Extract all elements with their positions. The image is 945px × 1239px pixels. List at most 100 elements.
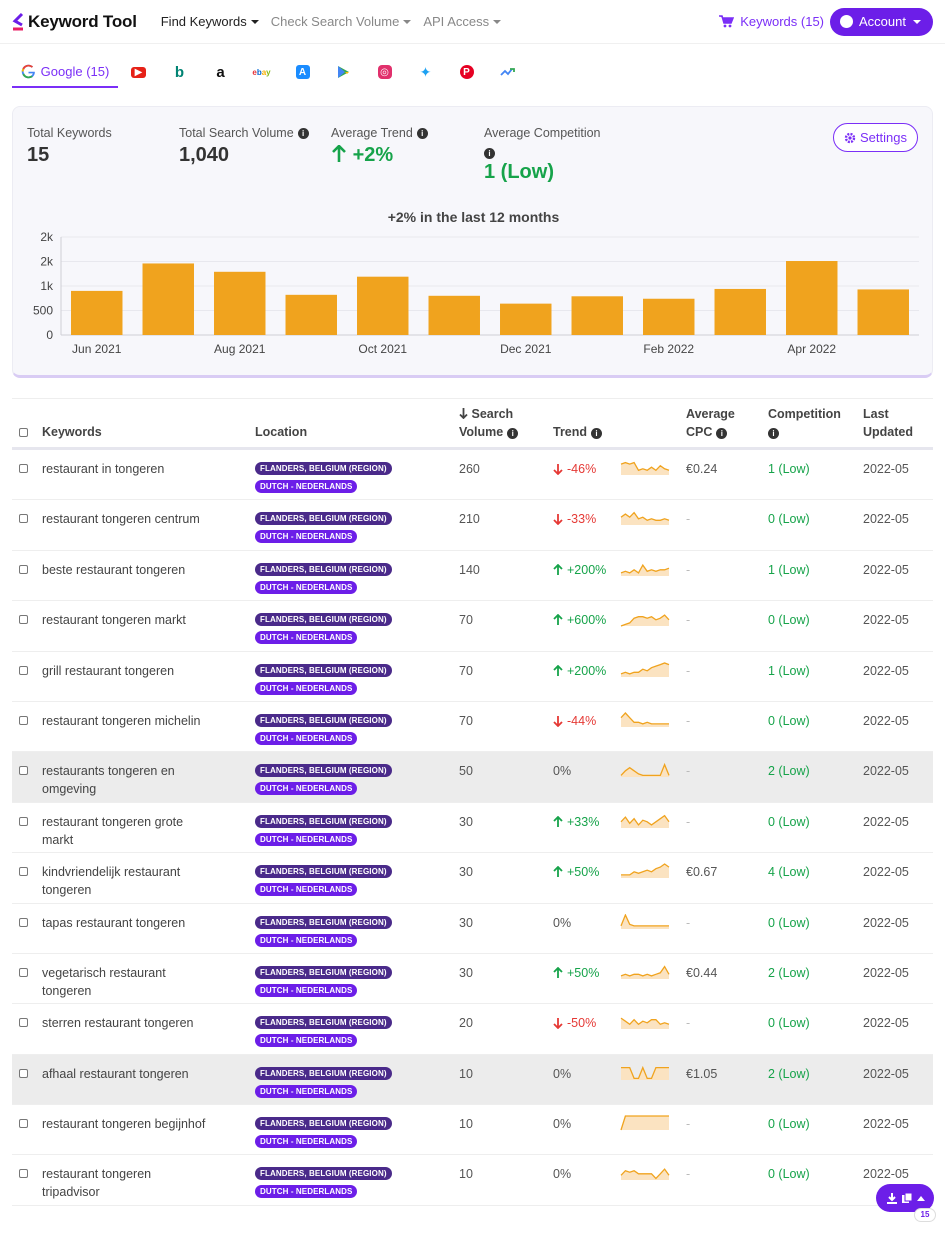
header-last-updated[interactable]: Last Updated [863,405,913,441]
stat-label: Average Trend i [331,126,428,140]
keyword-text[interactable]: tapas restaurant tongeren [42,915,186,930]
tab-google[interactable]: Google (15) [12,56,118,88]
language-badge: DUTCH - NEDERLANDS [255,631,358,645]
tab-amazon[interactable]: a [200,56,241,88]
table-row[interactable]: restaurant tongeren grote markt FLANDERS,… [12,803,933,854]
menu-api-access[interactable]: API Access [423,14,502,29]
table-row[interactable]: restaurant tongeren michelin FLANDERS, BE… [12,702,933,753]
search-volume: 140 [459,562,480,577]
logo[interactable]: Keyword Tool [12,12,137,32]
table-row[interactable]: grill restaurant tongeren FLANDERS, BELGI… [12,652,933,702]
header-search-line: Search [459,405,518,423]
tab-youtube[interactable]: ▶ [118,56,159,88]
chart-bar [643,298,695,335]
average-cpc: - [686,814,691,829]
info-icon[interactable]: i [591,428,603,439]
keyword-text[interactable]: restaurant tongeren michelin [42,713,201,728]
language-badge: DUTCH - NEDERLANDS [255,782,358,796]
table-row[interactable]: afhaal restaurant tongeren FLANDERS, BELG… [12,1054,933,1106]
keywords-cart-link[interactable]: Keywords (15) [719,14,824,29]
header-trend[interactable]: Trend i [553,423,603,441]
menu-check-search-volume[interactable]: Check Search Volume [271,14,412,29]
row-checkbox[interactable] [19,1068,28,1078]
info-icon[interactable]: i [716,428,728,439]
trend-sparkline [620,1017,670,1030]
main-menu: Find Keywords Check Search Volume API Ac… [161,14,513,29]
info-icon[interactable]: i [416,127,428,139]
tab-app-store[interactable]: A [282,56,323,88]
row-checkbox[interactable] [19,464,28,473]
keyword-text[interactable]: restaurant tongeren begijnhof [42,1117,206,1132]
info-icon[interactable]: i [297,127,309,139]
sparkline-area [621,1018,669,1030]
header-search-volume[interactable]: Search Volume i [459,405,519,441]
table-row[interactable]: restaurant tongeren centrum FLANDERS, BEL… [12,500,933,551]
table-row[interactable]: vegetarisch restaurant tongeren FLANDERS,… [12,954,933,1005]
info-icon[interactable]: i [484,148,495,159]
table-row[interactable]: restaurant tongeren markt FLANDERS, BELGI… [12,601,933,652]
tab-instagram[interactable]: ◎ [364,56,405,88]
menu-find-keywords[interactable]: Find Keywords [161,14,259,29]
tab-trends[interactable] [487,56,528,88]
row-checkbox[interactable] [19,514,28,524]
table-row[interactable]: tapas restaurant tongeren FLANDERS, BELGI… [12,904,933,954]
table-row[interactable]: beste restaurant tongeren FLANDERS, BELGI… [12,551,933,602]
sparkline-line [620,711,669,725]
tab-play-store[interactable] [323,56,364,88]
row-checkbox[interactable] [19,766,28,776]
competition-value: 0 (Low) [768,915,810,930]
tab-pinterest[interactable]: P [446,56,487,88]
table-row[interactable]: restaurant tongeren begijnhof FLANDERS, B… [12,1105,933,1156]
keyword-text[interactable]: grill restaurant tongeren [42,663,175,678]
table-row[interactable]: restaurant tongeren tripadvisor FLANDERS,… [12,1155,933,1206]
row-checkbox[interactable] [19,917,28,927]
keyword-text[interactable]: vegetarisch restaurant tongeren [42,965,166,998]
tab-twitter[interactable]: ✦ [405,56,446,88]
row-checkbox[interactable] [19,615,28,625]
account-button[interactable]: Account [830,7,933,36]
keyword-text[interactable]: restaurant tongeren tripadvisor [42,1167,152,1200]
keyword-text[interactable]: restaurants tongeren en omgeving [42,764,175,797]
info-icon[interactable]: i [768,428,779,439]
sparkline-line [620,913,669,927]
settings-button[interactable]: Settings [833,123,918,152]
table-row[interactable]: restaurants tongeren en omgeving FLANDERS… [12,752,933,803]
export-button[interactable] [876,1184,934,1212]
chart-bar [71,290,123,335]
copy-icon [901,1192,912,1203]
row-checkbox[interactable] [19,564,28,574]
tab-bing[interactable]: b [159,56,200,88]
row-checkbox[interactable] [19,1018,28,1028]
row-checkbox[interactable] [19,867,28,877]
chart-title: +2% in the last 12 months [387,209,560,225]
keyword-text[interactable]: restaurant tongeren grote markt [42,814,184,847]
row-checkbox[interactable] [19,967,28,977]
table-row[interactable]: kindvriendelijk restaurant tongeren FLAND… [12,853,933,904]
keyword-text[interactable]: restaurant tongeren markt [42,613,186,628]
keyword-text[interactable]: restaurant tongeren centrum [42,512,200,527]
keywords-cart-label: Keywords (15) [740,14,825,29]
select-all-checkbox[interactable] [19,428,28,437]
table-row[interactable]: restaurant in tongeren FLANDERS, BELGIUM … [12,450,933,501]
arrow-up-icon [553,815,563,827]
location-badge: FLANDERS, BELGIUM (REGION) [255,713,392,727]
keyword-text[interactable]: restaurant in tongeren [42,462,165,476]
keyword-text[interactable]: afhaal restaurant tongeren [42,1066,189,1081]
info-icon[interactable]: i [507,428,519,439]
keyword-text[interactable]: beste restaurant tongeren [42,562,186,577]
table-row[interactable]: sterren restaurant tongeren FLANDERS, BEL… [12,1004,933,1055]
row-checkbox[interactable] [19,715,28,725]
keyword-text[interactable]: sterren restaurant tongeren [42,1016,194,1031]
header-location[interactable]: Location [255,425,308,439]
sparkline-area [621,564,669,576]
header-competition[interactable]: Competition i [768,405,841,441]
header-average-cpc[interactable]: Average CPC i [686,405,735,441]
table-body: restaurant in tongeren FLANDERS, BELGIUM … [12,450,933,1206]
keyword-text[interactable]: kindvriendelijk restaurant tongeren [42,865,181,898]
header-keywords[interactable]: Keywords [42,425,102,439]
row-checkbox[interactable] [19,816,28,826]
row-checkbox[interactable] [19,1169,28,1179]
row-checkbox[interactable] [19,665,28,675]
row-checkbox[interactable] [19,1119,28,1129]
